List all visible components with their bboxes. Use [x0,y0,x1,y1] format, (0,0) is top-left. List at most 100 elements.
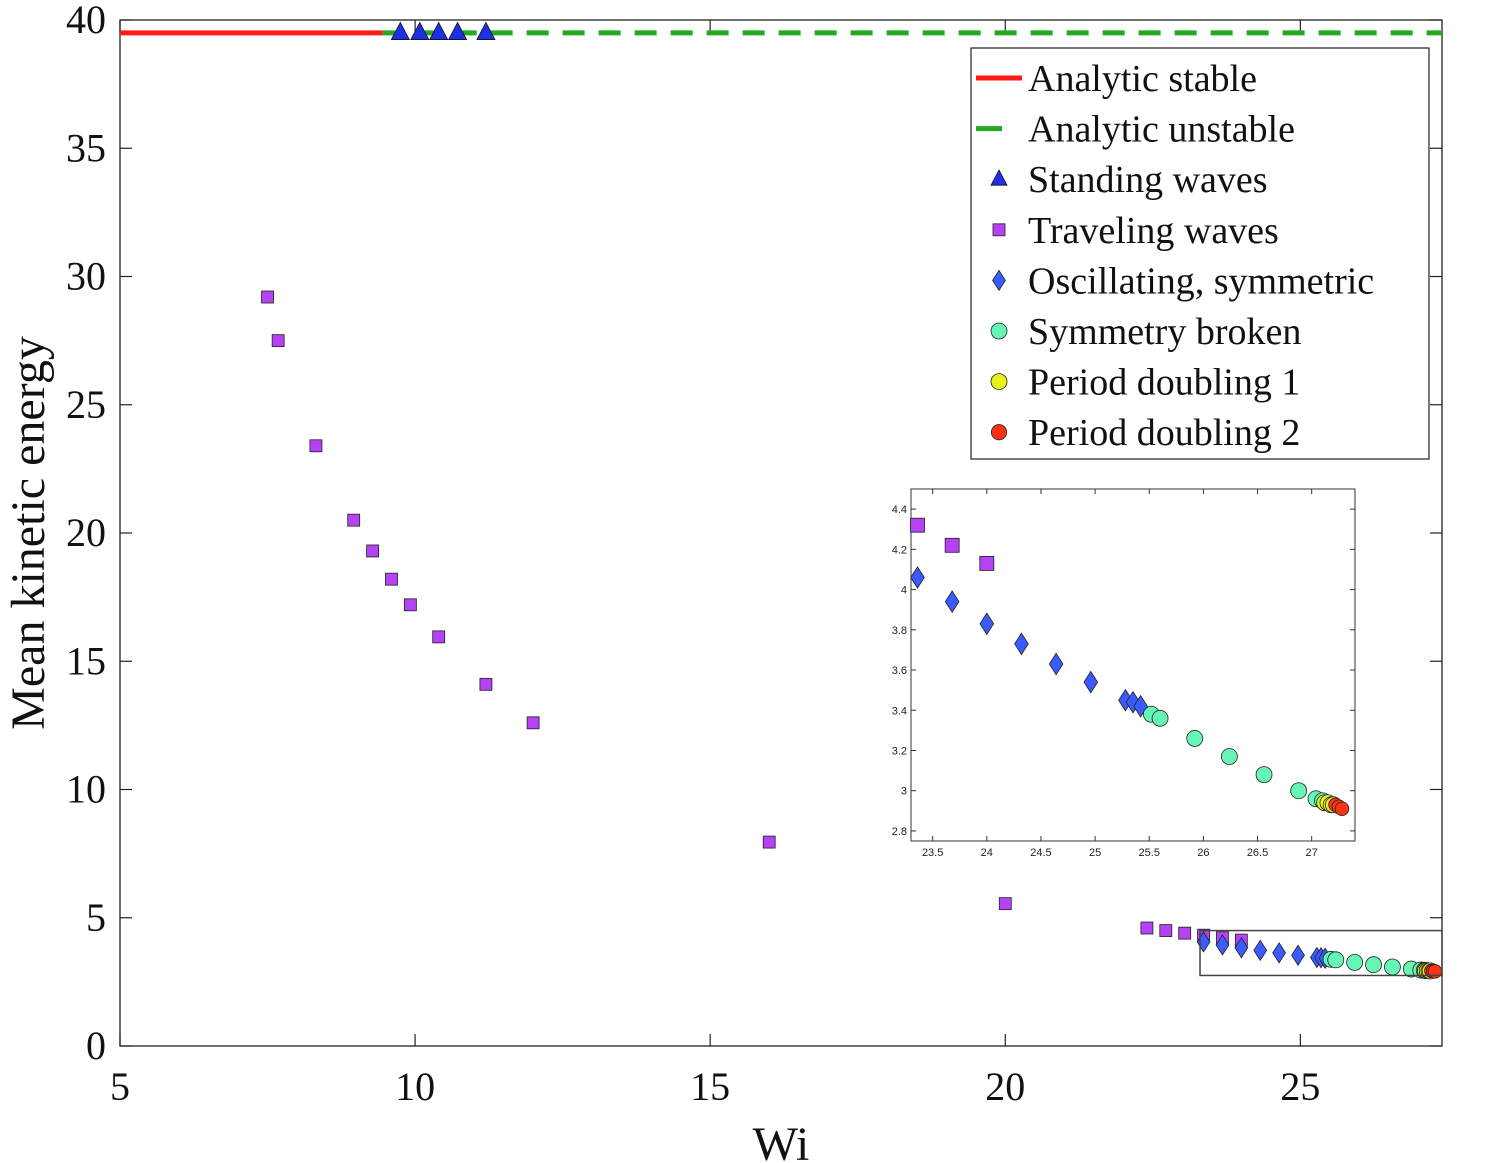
inset-plot: 23.5 24 24.5 25 25.5 26 26.5 27 2.8 3 3.2 3.4 3.6 3.8… [892,488,1356,859]
point-standing [476,21,496,40]
inset-x-tick-label: 25 [1089,847,1101,859]
x-axis-title: Wi [753,1118,810,1163]
inset-point-symmetry_broken [1186,730,1204,747]
inset-point-oscillating [979,612,995,636]
point-standing [390,21,410,40]
legend-label-standing: Standing waves [1028,159,1268,201]
y-tick-label: 0 [86,1023,106,1068]
legend-label-symmetry_broken: Symmetry broken [1028,311,1301,353]
point-oscillating [1253,939,1268,962]
y-tick-label: 40 [66,0,106,42]
point-traveling [1140,921,1154,935]
point-traveling [309,439,323,453]
y-tick-label: 25 [66,382,106,427]
inset-point-symmetry_broken [1151,709,1169,727]
inset-y-tick-label: 3 [901,786,907,798]
y-tick-label: 20 [66,510,106,555]
inset-x-tick-label: 26.5 [1247,847,1268,859]
point-traveling [1178,926,1192,940]
point-traveling [271,334,285,348]
legend-swatch-oscillating [992,269,1006,292]
inset-point-oscillating [1083,670,1099,694]
legend: Analytic stable Analytic unstable Standing… [970,47,1430,460]
point-traveling [762,835,776,849]
inset-point-symmetry_broken [1220,748,1238,765]
inset-point-oscillating [944,590,960,614]
inset-y-tick-label: 3.2 [892,745,907,757]
point-oscillating [1272,942,1286,964]
legend-box [970,47,1430,460]
inset-x-tick-label: 25.5 [1139,847,1160,859]
legend-label-analytic_unstable: Analytic unstable [1028,109,1295,151]
point-traveling [403,598,417,612]
inset-y-tick-label: 3.6 [892,665,907,677]
legend-label-period_doubling_2: Period doubling 2 [1028,412,1300,454]
inset-point-oscillating [910,566,925,589]
y-tick-label: 15 [66,638,106,683]
point-traveling [998,897,1012,911]
inset-point-traveling [979,556,995,571]
inset-frame [910,488,1356,842]
inset-y-tick-label: 2.8 [892,826,907,838]
inset-point-oscillating [1014,632,1029,656]
inset-x-tick-label: 26 [1197,847,1209,859]
legend-swatch-traveling [992,223,1006,237]
inset-point-period_doubling_2 [1334,801,1350,817]
point-oscillating [1234,937,1249,959]
point-symmetry_broken [1346,953,1364,971]
y-tick-label: 10 [66,767,106,812]
x-tick-label: 15 [690,1064,730,1109]
inset-point-traveling [910,517,925,533]
point-oscillating [1291,944,1305,966]
point-traveling [261,290,274,304]
point-symmetry_broken [1365,956,1382,974]
x-tick-label: 20 [985,1064,1025,1109]
inset-y-tick-label: 4 [901,585,907,597]
point-standing [429,21,449,40]
point-traveling [347,513,361,527]
legend-label-period_doubling_1: Period doubling 1 [1028,362,1300,404]
point-oscillating [1215,934,1230,956]
point-traveling [432,630,446,644]
point-traveling [366,544,379,558]
point-standing [447,21,468,40]
inset-series [910,517,1350,817]
legend-label-traveling: Traveling waves [1028,210,1279,252]
point-traveling [479,677,493,691]
y-axis-title: Mean kinetic energy [2,336,55,730]
point-standing [410,21,430,40]
legend-swatch-period_doubling_2 [990,424,1008,441]
inset-x-tick-label: 24.5 [1030,847,1051,859]
main-series [120,21,1443,980]
x-tick-label: 25 [1280,1064,1320,1109]
inset-y-tick-label: 3.8 [892,625,907,637]
legend-swatch-symmetry_broken [990,322,1008,340]
inset-zoom-region [1199,929,1443,977]
inset-x-tick-label: 23.5 [922,847,943,859]
inset-point-symmetry_broken [1255,766,1273,784]
y-tick-label: 5 [86,895,106,940]
inset-point-oscillating [1048,652,1064,676]
point-symmetry_broken [1327,951,1345,969]
inset-y-tick-label: 4.4 [892,504,907,516]
inset-point-traveling [944,537,960,553]
inset-axis-ticks: 23.5 24 24.5 25 25.5 26 26.5 27 2.8 3 3.2 3.4 3.6 3.8… [892,489,1355,859]
y-tick-label: 30 [66,254,106,299]
x-tick-label: 10 [395,1064,435,1109]
point-traveling [385,572,398,586]
inset-x-tick-label: 24 [981,847,993,859]
legend-label-oscillating: Oscillating, symmetric [1028,260,1374,302]
inset-point-symmetry_broken [1290,782,1308,800]
x-tick-label: 5 [110,1064,130,1109]
inset-x-tick-label: 27 [1306,847,1318,859]
point-traveling [1159,924,1173,937]
y-tick-label: 35 [66,125,106,170]
point-symmetry_broken [1384,958,1401,976]
legend-swatch-standing [990,169,1008,186]
legend-label-analytic_stable: Analytic stable [1028,58,1257,100]
inset-y-tick-label: 4.2 [892,544,907,556]
inset-y-tick-label: 3.4 [892,705,907,717]
point-traveling [526,716,540,730]
